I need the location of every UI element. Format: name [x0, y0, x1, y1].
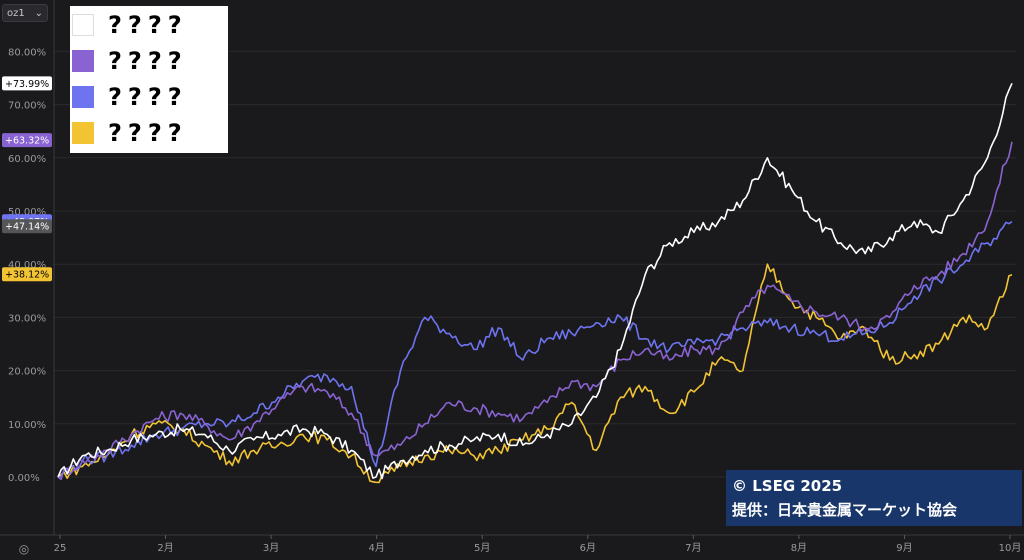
x-tick-label: 9月: [896, 542, 912, 554]
legend-label: ????: [108, 47, 188, 75]
last-value-tag: [2, 219, 52, 234]
series-line: [57, 141, 1013, 481]
y-tick-label: 40.00%: [8, 260, 46, 271]
legend-swatch: [72, 14, 94, 36]
legend-label: ????: [108, 119, 188, 147]
x-tick-label: 3月: [263, 542, 279, 554]
y-tick-label: 50.00%: [8, 207, 46, 218]
last-value-label: +73.99%: [5, 79, 49, 90]
provider-text: 提供：日本貴金属マーケット協会: [732, 501, 958, 519]
legend-swatch: [72, 122, 94, 144]
legend: ???? ???? ???? ????: [70, 6, 228, 153]
x-tick-label: 10月: [999, 542, 1022, 554]
gear-icon[interactable]: ◎: [18, 542, 30, 556]
y-tick-label: 60.00%: [8, 154, 46, 165]
last-value-label: +38.12%: [5, 270, 49, 281]
y-tick-label: 30.00%: [8, 313, 46, 324]
y-tick-label: 10.00%: [8, 420, 46, 431]
y-tick-label: 0.00%: [8, 473, 40, 484]
series-line: [57, 82, 1013, 480]
y-tick-label: 80.00%: [8, 47, 46, 58]
legend-item: ????: [72, 118, 188, 148]
last-value-label: +47.14%: [5, 222, 49, 233]
x-tick-label: 5月: [474, 542, 490, 554]
last-value-label: +63.32%: [5, 136, 49, 147]
last-value-tag: [2, 76, 52, 91]
x-tick-label: 8月: [791, 542, 807, 554]
legend-swatch: [72, 50, 94, 72]
chevron-down-icon: ⌄: [34, 7, 43, 19]
x-tick-label: 4月: [368, 542, 384, 554]
last-value-tag: [2, 133, 52, 148]
series-line: [57, 220, 1013, 478]
y-tick-label: 70.00%: [8, 101, 46, 112]
x-tick-label: 7月: [685, 542, 701, 554]
legend-item: ????: [72, 10, 188, 40]
legend-swatch: [72, 86, 94, 108]
last-value-tag: [2, 267, 52, 282]
x-tick-label: 25: [54, 543, 67, 554]
x-tick-label: 6月: [580, 542, 596, 554]
legend-label: ????: [108, 83, 188, 111]
x-tick-label: 2月: [157, 542, 173, 554]
series-line: [57, 263, 1013, 484]
credit-box: © LSEG 2025 提供：日本貴金属マーケット協会: [726, 470, 1022, 526]
contract-selector[interactable]: oz1 ⌄: [2, 4, 48, 22]
legend-label: ????: [108, 11, 188, 39]
y-tick-label: 20.00%: [8, 367, 46, 378]
selector-value: oz1: [7, 7, 25, 19]
copyright-text: © LSEG 2025: [732, 477, 843, 495]
legend-item: ????: [72, 82, 188, 112]
legend-item: ????: [72, 46, 188, 76]
